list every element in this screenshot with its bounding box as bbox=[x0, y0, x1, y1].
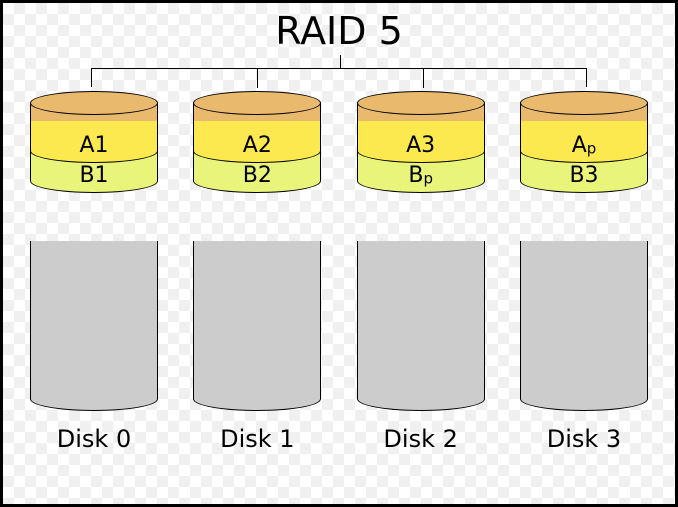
stripe-label: Cp bbox=[245, 195, 270, 217]
disk-cylinder: A3BpC2D2 bbox=[357, 91, 485, 411]
stripe-label: A3 bbox=[406, 135, 435, 157]
stripe: A3 bbox=[357, 121, 485, 163]
disk-0: A1B1C1DpDisk 0 bbox=[25, 91, 163, 488]
connector-stem bbox=[340, 55, 341, 68]
diagram-frame: RAID 5 A1B1C1DpDisk 0A2B2CpD1Disk 1A3BpC… bbox=[0, 0, 678, 507]
disk-cap-top bbox=[520, 91, 648, 115]
stripe: A2 bbox=[193, 121, 321, 163]
disk-cap-top bbox=[193, 91, 321, 115]
disk-cylinder: ApB3C3D3 bbox=[520, 91, 648, 411]
disk-label: Disk 2 bbox=[383, 425, 457, 453]
disk-3: ApB3C3D3Disk 3 bbox=[515, 91, 653, 488]
stripe-label-sub: p bbox=[587, 139, 597, 157]
disk-body bbox=[193, 241, 321, 411]
stripe-label: B2 bbox=[243, 165, 272, 187]
connector-bar bbox=[91, 68, 587, 87]
disk-cap-top bbox=[357, 91, 485, 115]
connector-drop-1 bbox=[257, 68, 258, 88]
stripe-label: C2 bbox=[406, 195, 435, 217]
stripe-label-sub: p bbox=[423, 169, 433, 187]
stripe-label-sub: p bbox=[260, 199, 270, 217]
stripe: A1 bbox=[30, 121, 158, 163]
stripe-label: B3 bbox=[569, 165, 598, 187]
stripe-label: B1 bbox=[79, 165, 108, 187]
stripe-label: C1 bbox=[79, 195, 108, 217]
disk-cap-top bbox=[30, 91, 158, 115]
connector-drop-2 bbox=[423, 68, 424, 88]
disk-cylinder: A1B1C1Dp bbox=[30, 91, 158, 411]
disk-cylinder: A2B2CpD1 bbox=[193, 91, 321, 411]
disk-body bbox=[30, 241, 158, 411]
diagram-title: RAID 5 bbox=[3, 9, 675, 53]
stripe-label: A2 bbox=[243, 135, 272, 157]
disk-body bbox=[520, 241, 648, 411]
disk-1: A2B2CpD1Disk 1 bbox=[188, 91, 326, 488]
disk-label: Disk 1 bbox=[220, 425, 294, 453]
disk-2: A3BpC2D2Disk 2 bbox=[352, 91, 490, 488]
stripe: Ap bbox=[520, 121, 648, 163]
stripe-label: Bp bbox=[408, 165, 433, 187]
disk-body bbox=[357, 241, 485, 411]
disk-label: Disk 0 bbox=[57, 425, 131, 453]
disk-row: A1B1C1DpDisk 0A2B2CpD1Disk 1A3BpC2D2Disk… bbox=[25, 91, 653, 488]
stripe-label: C3 bbox=[569, 195, 598, 217]
disk-label: Disk 3 bbox=[547, 425, 621, 453]
stripe-label: Ap bbox=[572, 135, 597, 157]
stripe-label: A1 bbox=[79, 135, 108, 157]
